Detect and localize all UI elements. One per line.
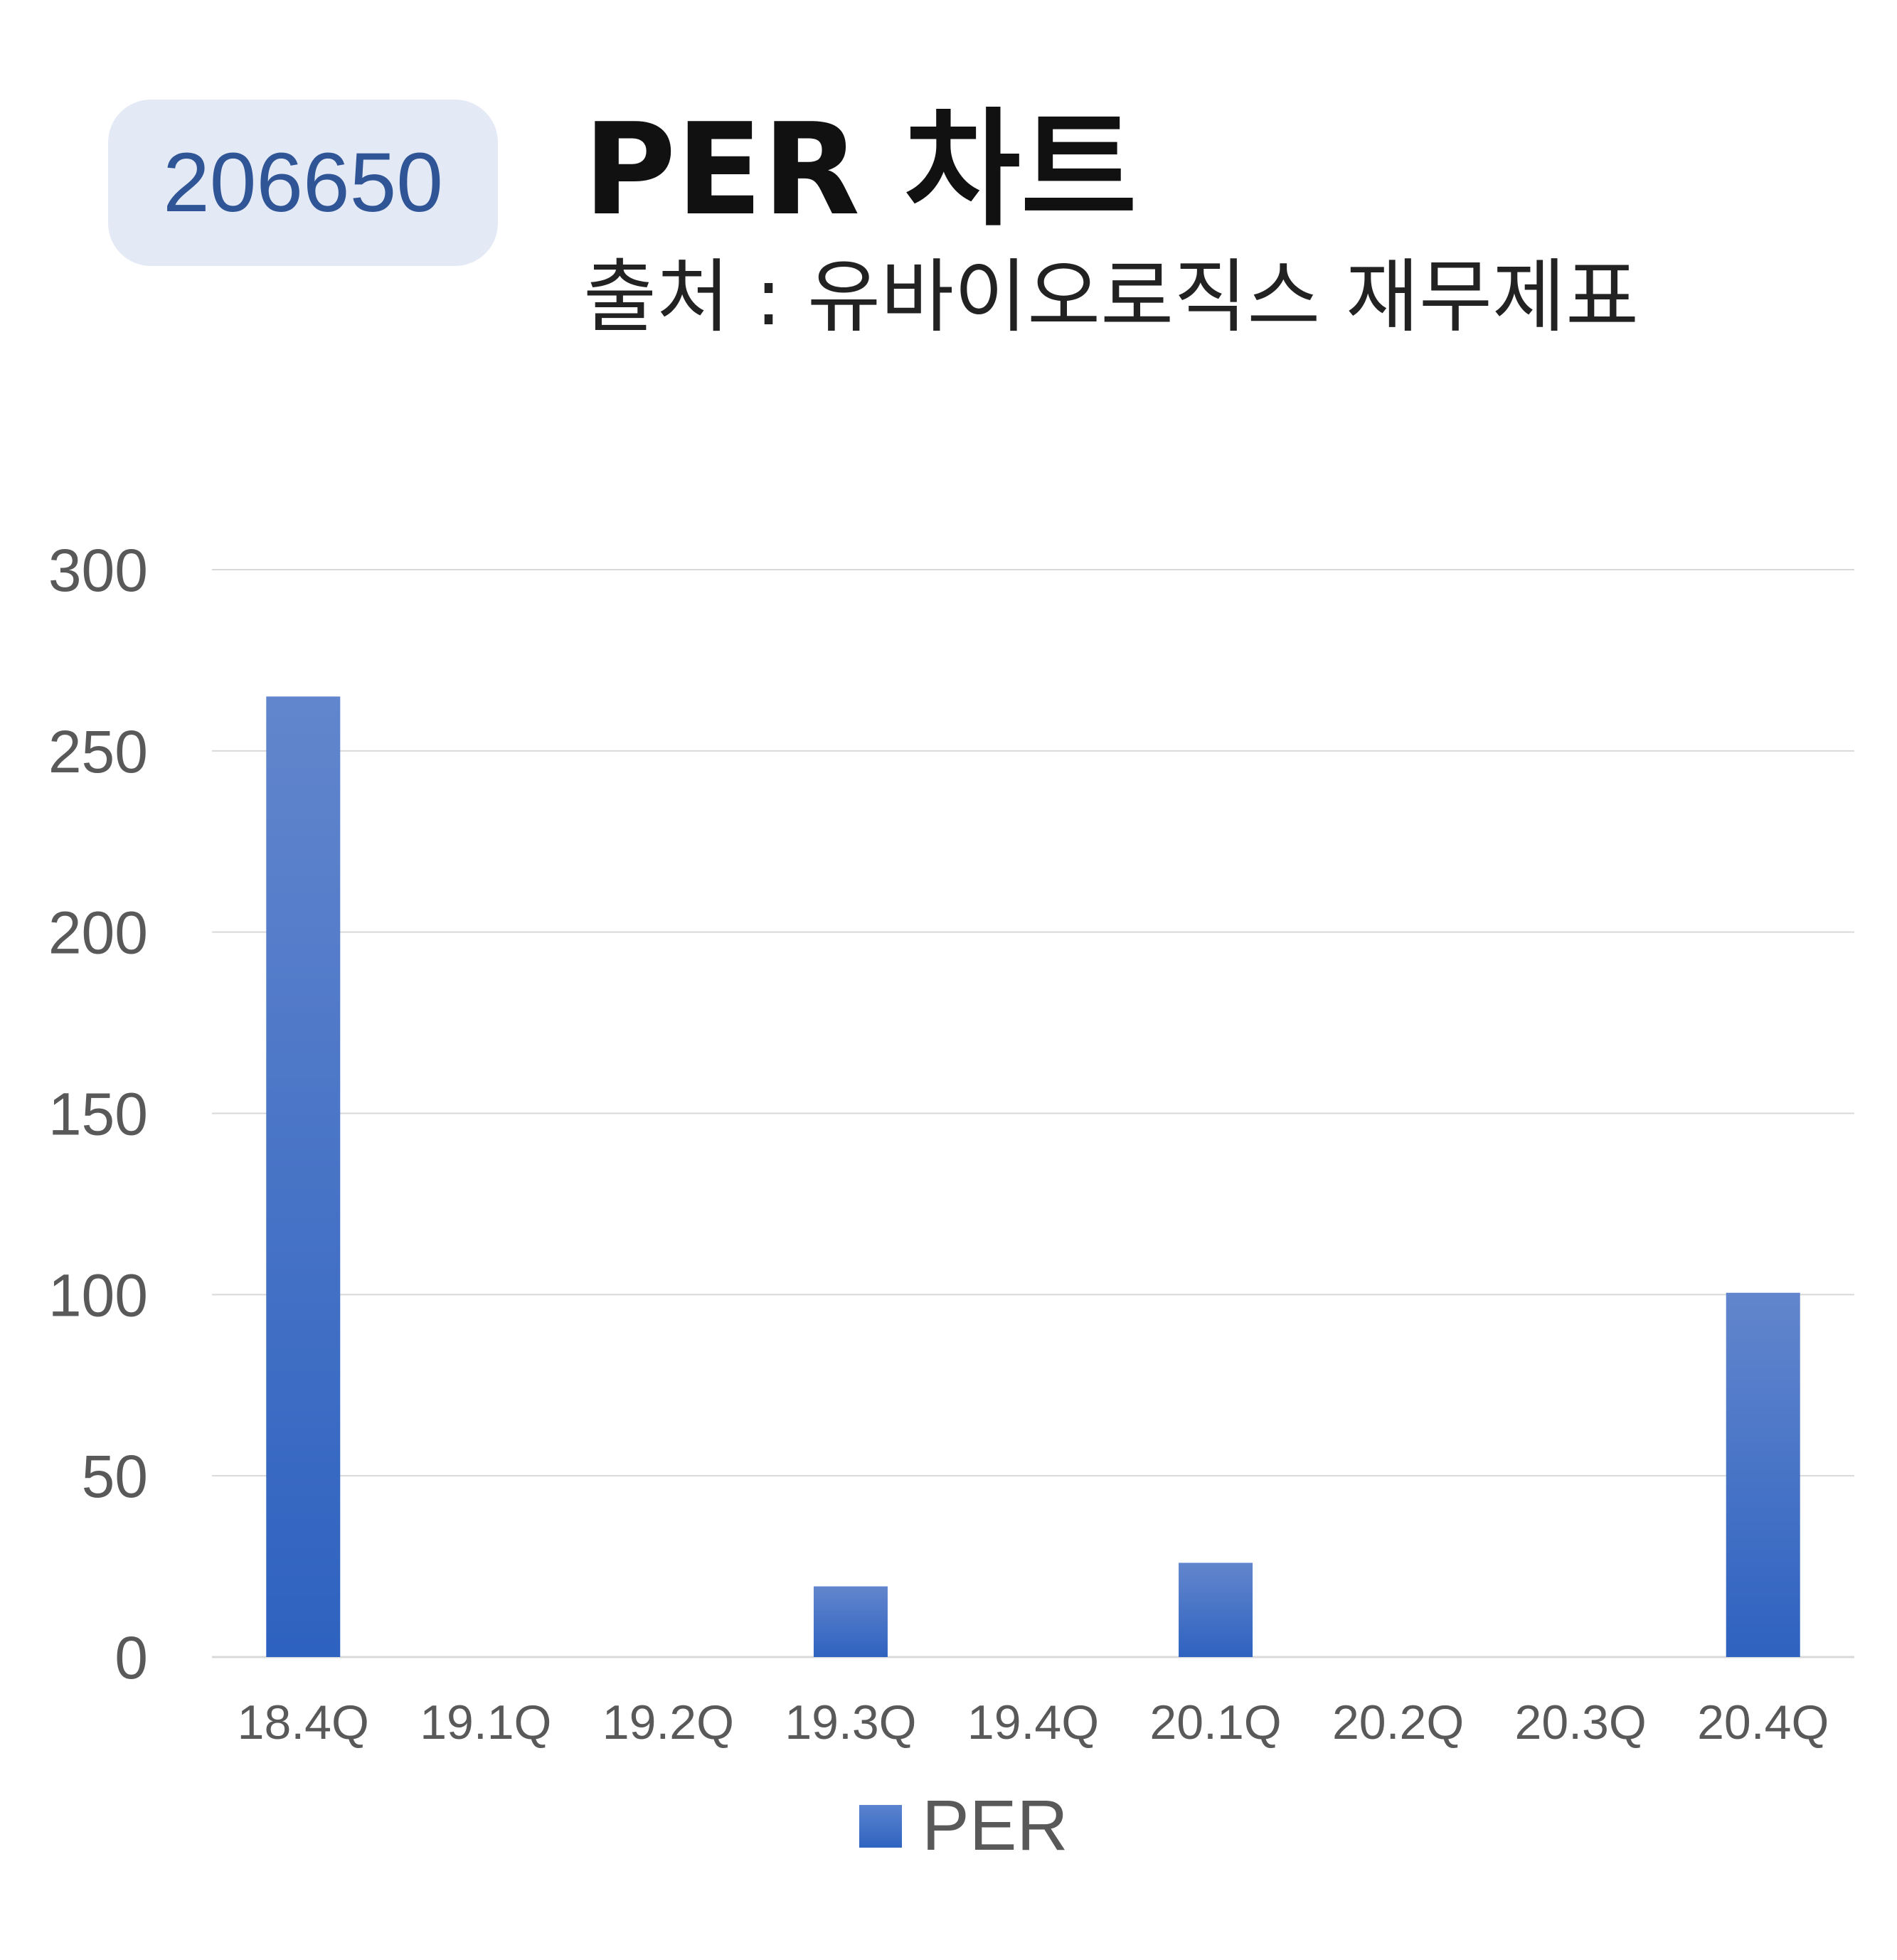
bar-20.1Q	[1179, 1562, 1253, 1657]
x-tick-label: 19.2Q	[602, 1695, 734, 1749]
x-tick-label: 19.3Q	[785, 1695, 916, 1749]
y-tick-label: 100	[48, 1262, 148, 1328]
y-axis-ticks: 0 50 100 150 200 250 300	[48, 537, 148, 1691]
stock-code-badge: 206650	[108, 100, 498, 266]
chart-title: PER 차트	[583, 96, 1137, 243]
y-tick-label: 300	[48, 537, 148, 604]
grid-lines	[212, 569, 1854, 1658]
chart-source: 출처 : 유바이오로직스 재무제표	[583, 251, 1640, 343]
y-tick-label: 200	[48, 900, 148, 966]
x-axis-ticks: 18.4Q 19.1Q 19.2Q 19.3Q 19.4Q 20.1Q 20.2Q 20.3Q…	[238, 1695, 1829, 1749]
legend-swatch	[859, 1804, 902, 1848]
y-tick-label: 150	[48, 1081, 148, 1148]
bars	[266, 696, 1800, 1658]
x-tick-label: 18.4Q	[238, 1695, 369, 1749]
bar-19.3Q	[813, 1586, 888, 1657]
x-tick-label: 20.4Q	[1697, 1695, 1829, 1749]
x-tick-label: 20.3Q	[1515, 1695, 1647, 1749]
bar-20.4Q	[1726, 1292, 1800, 1657]
x-tick-label: 20.2Q	[1332, 1695, 1464, 1749]
x-tick-label: 19.1Q	[420, 1695, 551, 1749]
bar-18.4Q	[266, 696, 341, 1658]
legend: PER	[859, 1785, 1068, 1867]
x-tick-label: 19.4Q	[967, 1695, 1099, 1749]
y-tick-label: 250	[48, 718, 148, 785]
y-tick-label: 50	[82, 1443, 148, 1510]
legend-label-per: PER	[922, 1786, 1068, 1865]
x-tick-label: 20.1Q	[1149, 1695, 1281, 1749]
stock-code: 206650	[163, 136, 443, 230]
y-tick-label: 0	[115, 1624, 148, 1691]
